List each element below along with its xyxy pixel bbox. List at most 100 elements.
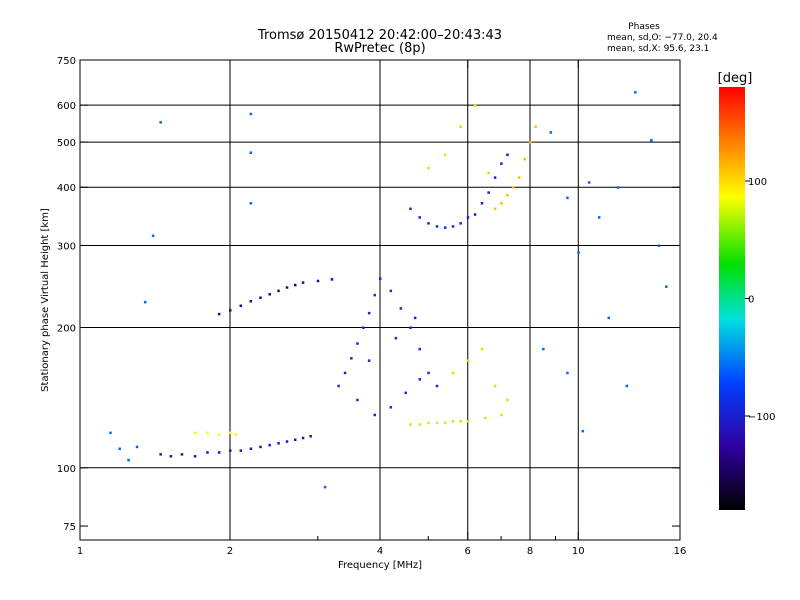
y-tick-label: 750 [57,56,76,67]
data-point [206,431,209,435]
data-point [487,171,490,175]
data-point [435,384,439,388]
data-point [549,131,553,134]
data-point [362,326,365,330]
data-point [356,398,359,402]
data-point [239,304,243,307]
colorbar-ticks: 100 0 −100 [745,177,775,423]
data-point [427,222,430,225]
data-point [259,296,262,299]
data-point [249,151,253,154]
data-point [193,431,197,435]
data-point [343,371,347,375]
x-tick-label: 16 [674,546,687,557]
data-point [109,431,112,435]
data-point [367,359,371,362]
data-point [451,225,455,228]
stats-line-o: mean, sd,O: −77.0, 20.4 [607,33,718,43]
x-axis-label: Frequency [MHz] [338,560,422,571]
data-point [389,289,393,293]
data-point [293,283,297,287]
data-point [435,225,439,228]
data-point [493,176,497,179]
data-point [427,421,430,425]
data-point [443,421,447,425]
data-point [159,121,162,124]
data-point [217,451,221,454]
data-point [500,162,503,165]
data-point [135,445,139,449]
data-point [500,202,503,205]
data-point [506,193,509,197]
data-point [277,289,280,293]
data-point [151,234,155,238]
data-point [484,416,487,420]
data-point [413,316,417,320]
data-point [506,398,509,402]
data-point [409,207,412,211]
data-point [427,371,430,375]
data-point [625,384,629,388]
data-point [657,244,661,247]
y-axis: 75 100 200 300 400 500 600 750 [57,56,680,533]
data-point [268,443,271,447]
y-tick-label: 400 [57,183,76,194]
data-point [665,285,668,288]
data-points [109,91,668,489]
data-point [616,186,620,189]
data-point [337,384,340,388]
data-point [389,406,393,409]
data-point [480,347,484,351]
data-point [466,420,470,423]
data-point [473,213,477,216]
data-point [466,359,470,362]
data-point [459,222,462,225]
data-point [500,413,503,417]
data-point [587,181,591,184]
y-tick-label: 100 [57,464,76,475]
data-point [217,433,221,436]
data-point [249,112,253,116]
x-tick-label: 2 [227,546,233,557]
data-point [316,279,320,283]
data-point [577,251,580,254]
x-tick-label: 1 [77,546,83,557]
data-point [517,176,521,179]
data-point [234,433,237,436]
data-point [418,378,421,381]
grid [80,60,680,540]
data-point [249,447,253,451]
data-point [285,440,289,443]
data-point [293,438,297,442]
data-point [143,300,147,304]
data-point [404,391,407,395]
y-tick-label: 300 [57,241,76,252]
data-point [566,371,569,375]
data-point [217,312,221,316]
stats-heading: Phases [628,22,660,32]
data-point [607,316,611,320]
data-point [159,453,162,456]
data-point [169,455,173,458]
data-point [493,384,497,388]
data-point [534,125,537,128]
data-point [285,286,289,289]
data-point [418,423,421,426]
data-point [418,347,421,351]
data-point [451,371,455,375]
data-point [229,309,232,312]
data-point [459,420,462,423]
colorbar-label: [deg] [718,71,753,86]
data-point [239,449,243,452]
data-point [277,442,280,445]
data-point [367,311,371,315]
data-point [650,139,653,142]
data-point [399,307,403,310]
data-point [323,485,327,489]
y-tick-label: 75 [63,522,76,533]
x-tick-label: 6 [465,546,471,557]
data-point [418,216,421,219]
data-point [206,451,209,454]
data-point [480,202,484,205]
